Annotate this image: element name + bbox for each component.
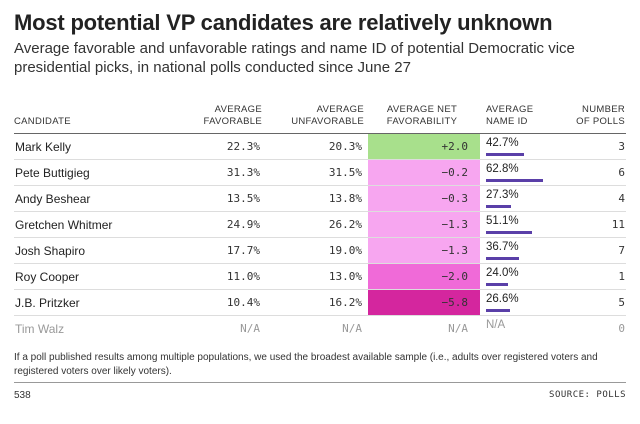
net-favorability-cell: −1.3 xyxy=(368,237,480,264)
unfavorable-value: 19.0% xyxy=(266,237,368,264)
header-net-favorability: AVERAGE NET FAVORABILITY xyxy=(368,104,480,134)
name-id-bar xyxy=(486,231,532,234)
header-favorable: AVERAGE FAVORABLE xyxy=(164,104,266,134)
header-unfavorable: AVERAGE UNFAVORABLE xyxy=(266,104,368,134)
unfavorable-value: 31.5% xyxy=(266,159,368,186)
table-row: Roy Cooper 11.0% 13.0% −2.0 24.0% 1 xyxy=(14,263,626,290)
chart-title: Most potential VP candidates are relativ… xyxy=(14,10,553,35)
name-id-value: 42.7% xyxy=(486,137,519,149)
unfavorable-value: 13.0% xyxy=(266,263,368,290)
table-header-row: CANDIDATE AVERAGE FAVORABLE AVERAGE UNFAVO… xyxy=(14,104,626,134)
name-id-bar xyxy=(486,205,511,208)
name-id-cell: 51.1% xyxy=(480,211,576,238)
candidate-name: Roy Cooper xyxy=(14,263,164,290)
favorable-value: 24.9% xyxy=(164,211,266,238)
favorable-value: N/A xyxy=(240,322,260,335)
name-id-value: 62.8% xyxy=(486,163,519,175)
unfavorable-value: 20.3% xyxy=(266,133,368,160)
name-id-value: 26.6% xyxy=(486,293,519,305)
candidate-name: Andy Beshear xyxy=(14,185,164,212)
number-of-polls: 11 xyxy=(576,211,626,238)
unfavorable-value: 13.8% xyxy=(266,185,368,212)
number-of-polls: 4 xyxy=(576,185,626,212)
candidate-name: Gretchen Whitmer xyxy=(14,211,164,238)
favorable-value: 11.0% xyxy=(164,263,266,290)
header-number-of-polls: NUMBER OF POLLS xyxy=(576,104,626,134)
name-id-cell: 27.3% xyxy=(480,185,576,212)
number-of-polls: 6 xyxy=(576,159,626,186)
chart-subtitle: Average favorable and unfavorable rating… xyxy=(14,40,575,76)
candidate-name: Tim Walz xyxy=(15,321,65,336)
net-favorability-cell: −0.3 xyxy=(368,185,480,212)
unfavorable-value: 16.2% xyxy=(266,289,368,316)
number-of-polls: 7 xyxy=(576,237,626,264)
favorable-value: 10.4% xyxy=(164,289,266,316)
net-favorability-cell: −1.3 xyxy=(368,211,480,238)
name-id-value: N/A xyxy=(486,319,506,331)
header-candidate: CANDIDATE xyxy=(14,104,164,134)
footer-divider xyxy=(14,382,626,383)
table-row: Gretchen Whitmer 24.9% 26.2% −1.3 51.1% 11 xyxy=(14,211,626,238)
favorable-value: 17.7% xyxy=(164,237,266,264)
name-id-value: 51.1% xyxy=(486,215,519,227)
brand-logo: 538 xyxy=(14,390,31,401)
number-of-polls: 5 xyxy=(576,289,626,316)
name-id-bar xyxy=(486,309,510,312)
unfavorable-value: N/A xyxy=(342,322,362,335)
table-row: Pete Buttigieg 31.3% 31.5% −0.2 62.8% 6 xyxy=(14,159,626,186)
number-of-polls: 3 xyxy=(576,133,626,160)
number-of-polls: 1 xyxy=(576,263,626,290)
name-id-cell: 26.6% xyxy=(480,289,576,316)
number-of-polls: 0 xyxy=(618,322,625,335)
unfavorable-value: 26.2% xyxy=(266,211,368,238)
net-favorability-cell: −5.8 xyxy=(368,289,480,316)
name-id-bar xyxy=(486,283,508,286)
net-favorability-cell: −0.2 xyxy=(368,159,480,186)
ratings-table: CANDIDATE AVERAGE FAVORABLE AVERAGE UNFAVO… xyxy=(14,104,626,341)
footnote: If a poll published results among multip… xyxy=(14,352,598,377)
candidate-name: J.B. Pritzker xyxy=(14,289,164,316)
candidate-name: Pete Buttigieg xyxy=(14,159,164,186)
favorable-value: 13.5% xyxy=(164,185,266,212)
table-row: Andy Beshear 13.5% 13.8% −0.3 27.3% 4 xyxy=(14,185,626,212)
name-id-value: 27.3% xyxy=(486,189,519,201)
candidate-name: Mark Kelly xyxy=(14,133,164,160)
net-favorability-cell: −2.0 xyxy=(368,263,480,290)
favorable-value: 31.3% xyxy=(164,159,266,186)
name-id-cell: 24.0% xyxy=(480,263,576,290)
source-note: SOURCE: POLLS xyxy=(549,390,626,400)
name-id-cell: 62.8% xyxy=(480,159,576,186)
name-id-bar xyxy=(486,257,520,260)
table-row: Josh Shapiro 17.7% 19.0% −1.3 36.7% 7 xyxy=(14,237,626,264)
name-id-value: 24.0% xyxy=(486,267,519,279)
favorable-value: 22.3% xyxy=(164,133,266,160)
net-favorability-cell: N/A xyxy=(448,322,468,335)
name-id-cell: 36.7% xyxy=(480,237,576,264)
header-name-id: AVERAGE NAME ID xyxy=(480,104,576,134)
name-id-cell: 42.7% xyxy=(480,133,576,160)
name-id-value: 36.7% xyxy=(486,241,519,253)
net-favorability-cell: +2.0 xyxy=(368,133,480,160)
name-id-cell: N/A xyxy=(480,316,576,342)
table-row: Tim Walz N/A N/A N/A N/A 0 xyxy=(14,316,626,342)
name-id-bar xyxy=(486,153,525,156)
name-id-bar xyxy=(486,179,543,182)
table-row: Mark Kelly 22.3% 20.3% +2.0 42.7% 3 xyxy=(14,133,626,160)
table-row: J.B. Pritzker 10.4% 16.2% −5.8 26.6% 5 xyxy=(14,289,626,316)
chart-container: Most potential VP candidates are relativ… xyxy=(14,10,626,336)
candidate-name: Josh Shapiro xyxy=(14,237,164,264)
